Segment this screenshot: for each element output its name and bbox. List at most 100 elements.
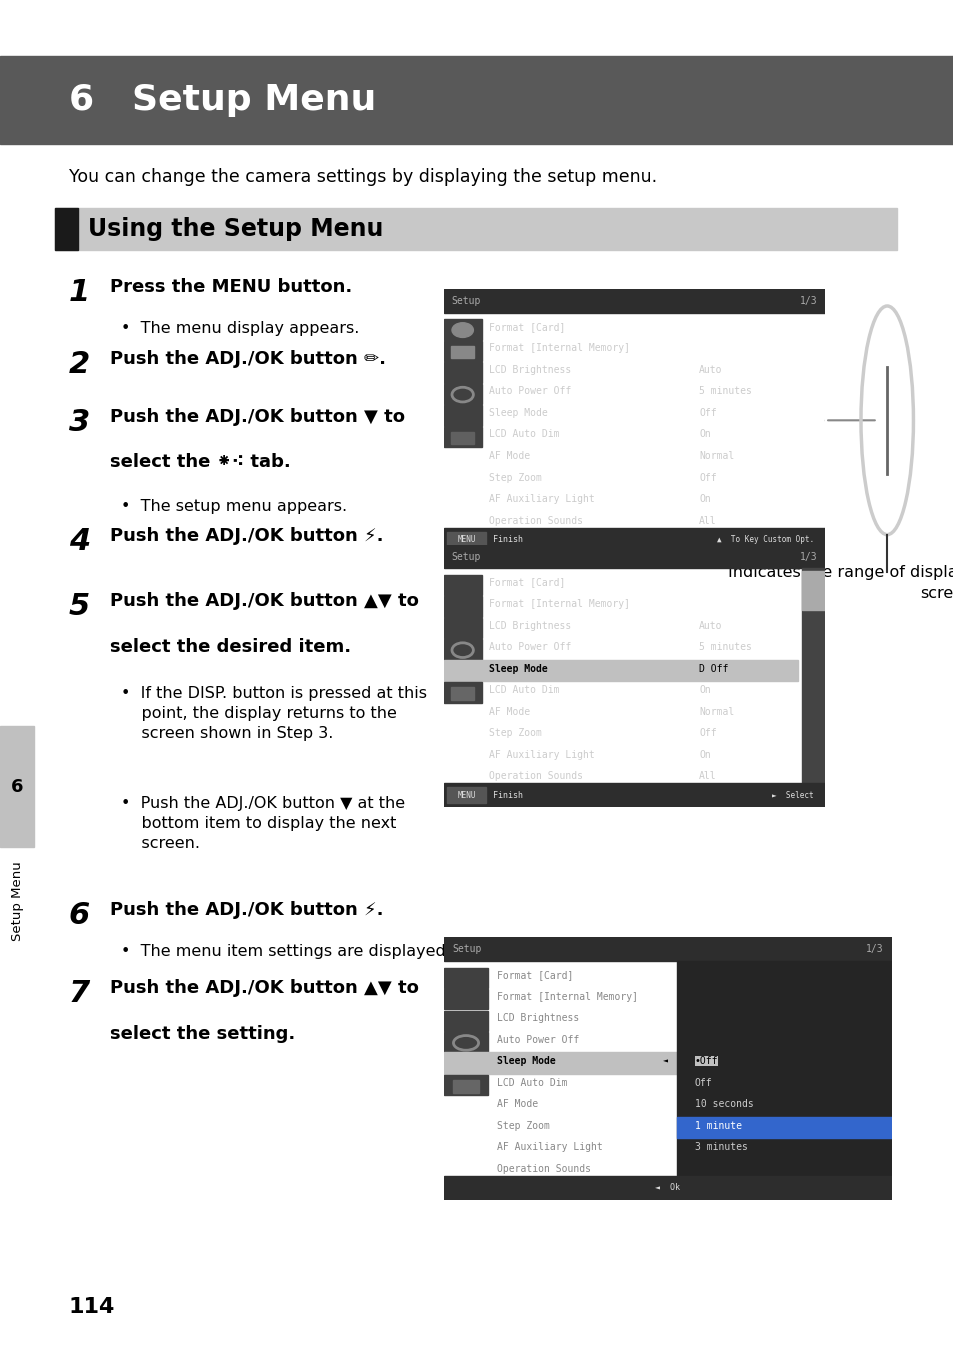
Text: Push the ADJ./OK button ▲▼ to: Push the ADJ./OK button ▲▼ to — [110, 592, 418, 609]
Text: Push the ADJ./OK button ⚡.: Push the ADJ./OK button ⚡. — [110, 527, 383, 545]
Text: On: On — [699, 494, 710, 504]
Text: Finish: Finish — [493, 791, 522, 800]
Text: LCD Auto Dim: LCD Auto Dim — [497, 1077, 567, 1088]
Bar — [447, 531, 485, 547]
Text: 3: 3 — [69, 408, 90, 437]
Text: 4: 4 — [69, 527, 90, 557]
Text: Auto Power Off: Auto Power Off — [489, 386, 571, 397]
Text: Sleep Mode: Sleep Mode — [489, 408, 548, 418]
Text: LCD Brightness: LCD Brightness — [489, 620, 571, 631]
Text: 1/3: 1/3 — [864, 944, 882, 954]
Text: Setup: Setup — [452, 944, 481, 954]
Text: Push the ADJ./OK button ▼ to: Push the ADJ./OK button ▼ to — [110, 408, 404, 425]
Text: Setup: Setup — [451, 296, 480, 305]
Text: You can change the camera settings by displaying the setup menu.: You can change the camera settings by di… — [69, 168, 656, 186]
Text: Format [Internal Memory]: Format [Internal Memory] — [489, 599, 630, 609]
Text: Format [Internal Memory]: Format [Internal Memory] — [489, 343, 630, 354]
Bar — [801, 572, 824, 611]
Bar — [443, 383, 481, 404]
Text: Auto Power Off: Auto Power Off — [497, 1034, 579, 1045]
Text: Indicates the range of displayed
screens.: Indicates the range of displayed screens… — [727, 565, 953, 601]
Text: ►  Select: ► Select — [771, 791, 813, 800]
Text: LCD Auto Dim: LCD Auto Dim — [489, 685, 559, 695]
Text: Step Zoom: Step Zoom — [497, 1120, 550, 1131]
Text: Step Zoom: Step Zoom — [489, 728, 541, 738]
Text: Normal: Normal — [699, 706, 734, 717]
Text: 114: 114 — [69, 1298, 115, 1317]
Text: 1/3: 1/3 — [800, 296, 817, 305]
Text: Operation Sounds: Operation Sounds — [489, 771, 583, 781]
Text: Push the ADJ./OK button ⚡.: Push the ADJ./OK button ⚡. — [110, 901, 383, 919]
Text: Format [Card]: Format [Card] — [489, 321, 565, 332]
Bar — [443, 639, 481, 659]
Bar — [443, 783, 824, 807]
Text: select the desired item.: select the desired item. — [110, 638, 351, 655]
Bar — [801, 569, 824, 783]
Text: 6: 6 — [69, 901, 90, 931]
Text: Auto: Auto — [699, 364, 722, 375]
Text: select the setting.: select the setting. — [110, 1025, 294, 1042]
Text: Push the ADJ./OK button ✏.: Push the ADJ./OK button ✏. — [110, 350, 385, 367]
Text: Off: Off — [694, 1077, 712, 1088]
Text: •Off: •Off — [694, 1056, 718, 1067]
Text: On: On — [699, 749, 710, 760]
Text: AF Auxiliary Light: AF Auxiliary Light — [497, 1142, 602, 1153]
Text: AF Mode: AF Mode — [489, 706, 530, 717]
Bar — [443, 289, 824, 313]
Text: •  The menu item settings are displayed.: • The menu item settings are displayed. — [121, 944, 451, 959]
Text: AF Auxiliary Light: AF Auxiliary Light — [489, 749, 595, 760]
Text: Off: Off — [699, 408, 716, 418]
Text: Setup: Setup — [451, 551, 480, 561]
Bar — [443, 937, 891, 962]
Text: AF Mode: AF Mode — [489, 451, 530, 461]
Text: Format [Internal Memory]: Format [Internal Memory] — [497, 991, 638, 1002]
Bar — [443, 989, 488, 1009]
Text: Off: Off — [699, 728, 716, 738]
Bar — [443, 1032, 488, 1052]
Text: 6   Setup Menu: 6 Setup Menu — [69, 83, 375, 117]
Text: Auto: Auto — [699, 620, 722, 631]
Bar — [447, 787, 485, 803]
Bar — [451, 687, 474, 699]
Text: ◄  Ok: ◄ Ok — [655, 1184, 679, 1193]
Text: Sleep Mode: Sleep Mode — [497, 1056, 556, 1067]
Text: On: On — [699, 685, 710, 695]
Bar — [451, 346, 474, 358]
Text: AF Mode: AF Mode — [497, 1099, 538, 1110]
Bar — [451, 432, 474, 444]
Text: 1 minute: 1 minute — [694, 1120, 740, 1131]
Bar — [452, 1080, 479, 1092]
Text: ◄: ◄ — [662, 1056, 667, 1065]
Text: Auto Power Off: Auto Power Off — [489, 642, 571, 652]
Bar — [0, 56, 953, 144]
Text: Normal: Normal — [699, 451, 734, 461]
Text: •  Push the ADJ./OK button ▼ at the
    bottom item to display the next
    scre: • Push the ADJ./OK button ▼ at the botto… — [121, 796, 405, 851]
Bar — [443, 1052, 676, 1073]
Text: 5: 5 — [69, 592, 90, 621]
Text: ▲  To Key Custom Opt.: ▲ To Key Custom Opt. — [716, 535, 813, 545]
Text: LCD Auto Dim: LCD Auto Dim — [489, 429, 559, 440]
Bar — [443, 659, 798, 681]
Bar — [0, 726, 34, 847]
Text: 3 minutes: 3 minutes — [694, 1142, 747, 1153]
Bar — [443, 405, 481, 425]
Bar — [55, 208, 78, 250]
Bar — [443, 1075, 488, 1095]
Text: 5 minutes: 5 minutes — [699, 642, 751, 652]
Bar — [443, 1010, 488, 1030]
Text: Using the Setup Menu: Using the Setup Menu — [88, 218, 383, 241]
Text: MENU: MENU — [456, 535, 476, 545]
Text: 1/3: 1/3 — [800, 551, 817, 561]
Bar — [443, 617, 481, 638]
Text: LCD Brightness: LCD Brightness — [497, 1013, 579, 1024]
Text: D Off: D Off — [699, 663, 728, 674]
Bar — [443, 319, 481, 339]
Bar — [443, 545, 824, 569]
Bar — [443, 362, 481, 382]
Text: AF Auxiliary Light: AF Auxiliary Light — [489, 494, 595, 504]
Text: Push the ADJ./OK button ▲▼ to: Push the ADJ./OK button ▲▼ to — [110, 979, 418, 997]
Bar — [443, 596, 481, 616]
Text: Format [Card]: Format [Card] — [497, 970, 573, 981]
Text: 10 seconds: 10 seconds — [694, 1099, 753, 1110]
Text: Off: Off — [699, 472, 716, 483]
